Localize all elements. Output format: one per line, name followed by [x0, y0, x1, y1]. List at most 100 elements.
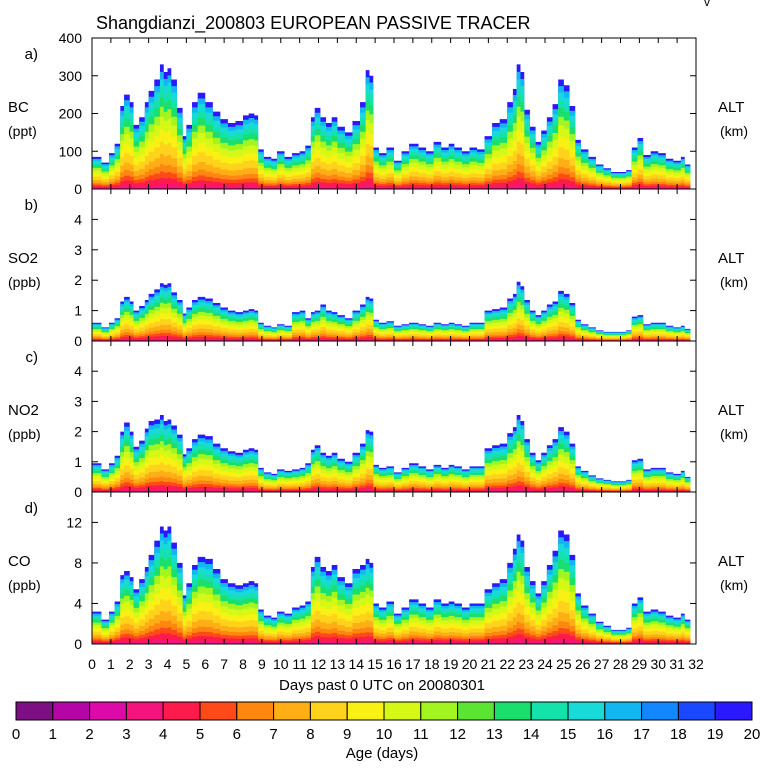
- panel-letter: b): [25, 197, 38, 214]
- colorbar-tick-label: 11: [413, 726, 429, 743]
- colorbar-tick-label: 19: [707, 726, 724, 743]
- km-label: (km): [720, 426, 748, 442]
- y-tick-label: 3: [74, 393, 82, 409]
- km-label: (km): [720, 577, 748, 593]
- colorbar-swatch: [309, 701, 348, 721]
- panel-letter: a): [25, 46, 38, 63]
- x-tick-label: 13: [330, 656, 346, 672]
- x-axis-label: Days past 0 UTC on 20080301: [279, 677, 485, 694]
- x-tick-label: 6: [201, 656, 209, 672]
- colorbar-swatch: [641, 701, 679, 721]
- x-tick-label: 1: [107, 656, 115, 672]
- y-tick-label: 0: [74, 484, 82, 500]
- x-tick-label: 24: [537, 656, 553, 672]
- colorbar-swatch: [493, 701, 532, 721]
- colorbar-swatch: [199, 701, 238, 721]
- chart-title: Shangdianzi_200803 EUROPEAN PASSIVE TRAC…: [96, 13, 531, 34]
- age-layer-12: [92, 633, 691, 644]
- y-tick-label: 4: [74, 211, 82, 227]
- y-tick-label: 0: [74, 181, 82, 197]
- colorbar-tick-label: 4: [159, 726, 167, 743]
- y-tick-label: 0: [74, 333, 82, 349]
- colorbar-swatch: [125, 701, 164, 721]
- y-tick-label: 4: [74, 363, 82, 379]
- x-tick-label: 3: [145, 656, 153, 672]
- age-layer-13: [92, 488, 691, 492]
- panel-bc: 0 100 200 300 400 a) BC (ppt) ALT (km): [8, 30, 748, 197]
- km-label: (km): [720, 123, 748, 139]
- colorbar-tick-label: 20: [744, 726, 761, 743]
- y-tick-label: 100: [59, 143, 83, 159]
- colorbar-tick-label: 17: [633, 726, 650, 743]
- y-tick-label: 4: [74, 595, 82, 611]
- colorbar-tick-label: 15: [560, 726, 577, 743]
- x-tick-label: 18: [424, 656, 440, 672]
- x-tick-label: 19: [443, 656, 459, 672]
- species-label: BC: [8, 99, 29, 116]
- x-tick-label: 14: [348, 656, 364, 672]
- x-tick-label: 16: [386, 656, 402, 672]
- colorbar-swatch: [89, 701, 127, 721]
- x-tick-label: 22: [499, 656, 515, 672]
- unit-label: (ppb): [8, 577, 41, 593]
- colorbar-swatch: [346, 701, 385, 721]
- colorbar-swatch: [677, 701, 716, 721]
- x-tick-label: 12: [311, 656, 327, 672]
- unit-label: (ppb): [8, 274, 41, 290]
- species-label: CO: [8, 553, 31, 570]
- panel-so2: 0 1 2 3 4 b) SO2 (ppb) ALT (km): [8, 188, 748, 349]
- x-tick-label: 30: [650, 656, 666, 672]
- y-tick-label: 1: [74, 303, 82, 319]
- x-tick-label: 21: [481, 656, 497, 672]
- colorbar-tick-label: 8: [306, 726, 314, 743]
- panel-no2: 0 1 2 3 4 c) NO2 (ppb) ALT (km): [8, 340, 748, 500]
- colorbar-swatch: [273, 701, 311, 721]
- colorbar-swatch: [15, 701, 54, 721]
- colorbar-tick-label: 13: [486, 726, 503, 743]
- panel-letter: d): [25, 500, 38, 517]
- x-tick-label: 5: [182, 656, 190, 672]
- x-tick-label: 10: [273, 656, 289, 672]
- alt-label: ALT: [718, 99, 744, 116]
- colorbar-swatch: [604, 701, 643, 721]
- age-layer-12: [92, 177, 691, 189]
- y-tick-label: 8: [74, 555, 82, 571]
- colorbar-tick-label: 16: [596, 726, 613, 743]
- species-label: SO2: [8, 250, 38, 267]
- colorbar-swatch: [162, 701, 201, 721]
- y-tick-label: 3: [74, 242, 82, 258]
- km-label: (km): [720, 274, 748, 290]
- age-layer-13: [92, 184, 691, 189]
- colorbar-label: Age (days): [346, 745, 419, 762]
- x-tick-label: 27: [594, 656, 610, 672]
- y-tick-label: 2: [74, 272, 82, 288]
- age-layer-12: [92, 485, 691, 492]
- colorbar-tick-label: 6: [233, 726, 241, 743]
- colorbar-tick-label: 10: [376, 726, 393, 743]
- panels: 0100200300400a)BC(ppt)ALT(km)01234b)SO2(…: [8, 30, 748, 652]
- colorbar-tick-label: 14: [523, 726, 540, 743]
- x-tick-label: 4: [164, 656, 172, 672]
- colorbar: 0 1 2 3 4 5 6 7 8 9 10 11 12 13 14 15 16 17 18 19 20: [12, 701, 761, 743]
- colorbar-tick-label: 5: [196, 726, 204, 743]
- colorbar-tick-label: 18: [670, 726, 687, 743]
- corner-mark: v: [704, 0, 710, 9]
- x-tick-label: 32: [688, 656, 704, 672]
- species-label: NO2: [8, 402, 39, 419]
- x-tick-label: 9: [258, 656, 266, 672]
- colorbar-swatch: [420, 701, 459, 721]
- colorbar-swatch: [236, 701, 275, 721]
- alt-label: ALT: [718, 250, 744, 267]
- colorbar-swatch: [52, 701, 91, 721]
- panel-co: 0 4 8 12 d) CO (ppb) ALT (km): [8, 491, 748, 652]
- colorbar-tick-label: 12: [449, 726, 466, 743]
- x-tick-label: 8: [239, 656, 247, 672]
- y-tick-label: 200: [59, 106, 83, 122]
- y-tick-label: 400: [59, 30, 83, 46]
- age-layer-13: [92, 338, 691, 341]
- colorbar-swatch: [530, 701, 569, 721]
- colorbar-tick-label: 1: [49, 726, 57, 743]
- x-tick-label: 20: [462, 656, 478, 672]
- x-tick-label: 0: [88, 656, 96, 672]
- unit-label: (ppt): [8, 123, 37, 139]
